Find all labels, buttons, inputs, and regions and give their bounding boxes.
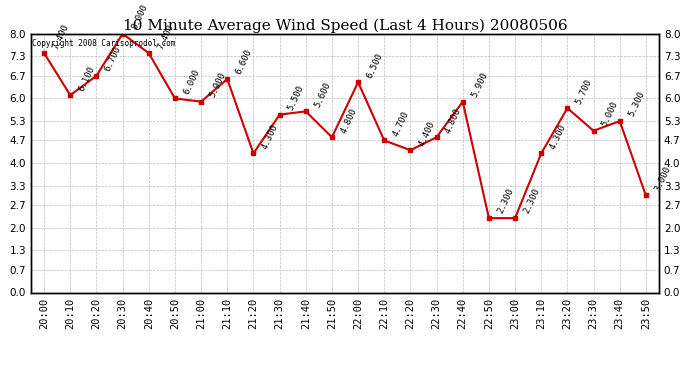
Text: 8.000: 8.000	[130, 3, 149, 31]
Text: 4.800: 4.800	[339, 106, 358, 135]
Text: 5.900: 5.900	[208, 71, 228, 99]
Text: 6.000: 6.000	[182, 68, 201, 96]
Text: 6.600: 6.600	[234, 48, 254, 76]
Text: 5.600: 5.600	[313, 80, 332, 109]
Text: 6.100: 6.100	[77, 64, 97, 92]
Text: 4.800: 4.800	[444, 106, 463, 135]
Text: 4.300: 4.300	[548, 123, 568, 151]
Text: 4.400: 4.400	[417, 119, 437, 147]
Title: 10 Minute Average Wind Speed (Last 4 Hours) 20080506: 10 Minute Average Wind Speed (Last 4 Hou…	[123, 18, 567, 33]
Text: 4.700: 4.700	[391, 110, 411, 138]
Text: 7.400: 7.400	[156, 22, 175, 50]
Text: 3.000: 3.000	[653, 165, 672, 193]
Text: 5.900: 5.900	[470, 71, 489, 99]
Text: 2.300: 2.300	[522, 187, 542, 215]
Text: 7.400: 7.400	[51, 22, 70, 50]
Text: 4.300: 4.300	[260, 123, 280, 151]
Text: 6.700: 6.700	[104, 45, 123, 73]
Text: 2.300: 2.300	[496, 187, 515, 215]
Text: 5.500: 5.500	[286, 84, 306, 112]
Text: 5.300: 5.300	[627, 90, 646, 118]
Text: 6.500: 6.500	[365, 51, 384, 80]
Text: Copyright 2008 Carisoprodol.com: Copyright 2008 Carisoprodol.com	[32, 39, 176, 48]
Text: 5.000: 5.000	[600, 100, 620, 128]
Text: 5.700: 5.700	[574, 77, 594, 105]
